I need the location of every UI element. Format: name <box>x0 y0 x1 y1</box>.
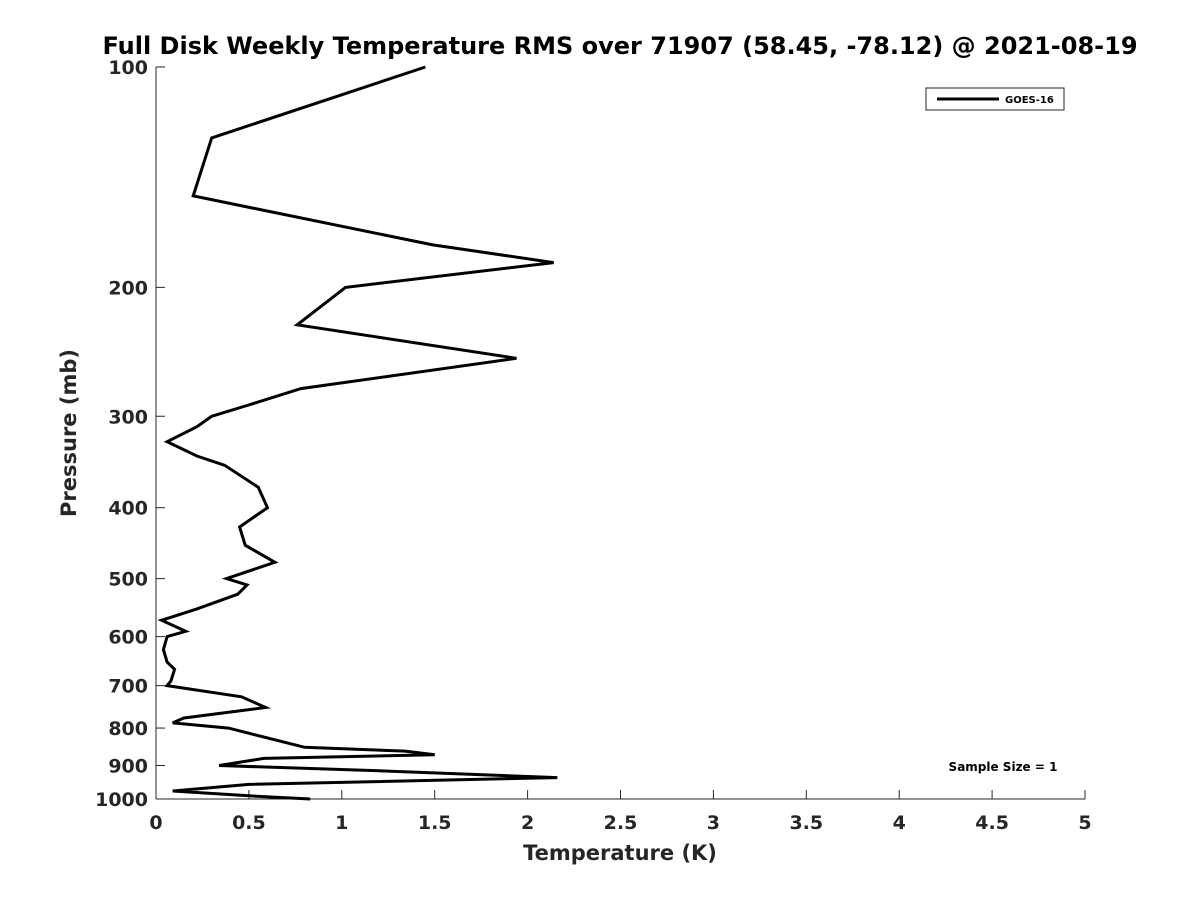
x-tick-label: 4.5 <box>975 812 1009 834</box>
x-tick-label: 3.5 <box>789 812 823 834</box>
series-layer <box>157 65 558 801</box>
x-axis-ticks: 0 0.5 1 1.5 2 2.5 3 3.5 4 4.5 5 <box>149 790 1092 834</box>
y-tick-label: 400 <box>108 498 148 520</box>
sample-size-annotation: Sample Size = 1 <box>949 760 1058 774</box>
chart-title: Full Disk Weekly Temperature RMS over 71… <box>102 32 1137 60</box>
x-tick-label: 2.5 <box>604 812 638 834</box>
x-tick-label: 0.5 <box>232 812 266 834</box>
x-tick-label: 3 <box>707 812 720 834</box>
x-tick-label: 0 <box>149 812 162 834</box>
x-tick-label: 4 <box>893 812 906 834</box>
y-tick-label: 100 <box>108 57 148 79</box>
y-tick-label: 900 <box>108 756 148 778</box>
legend: GOES-16 <box>925 87 1065 111</box>
y-tick-label: 300 <box>108 406 148 428</box>
y-axis-ticks: 100 200 300 400 500 600 700 800 900 1000 <box>95 57 165 811</box>
y-tick-label: 600 <box>108 627 148 649</box>
legend-entry-goes16: GOES-16 <box>1005 95 1054 106</box>
y-axis-label: Pressure (mb) <box>57 349 81 517</box>
x-axis-label: Temperature (K) <box>523 841 717 865</box>
x-tick-label: 5 <box>1078 812 1091 834</box>
y-tick-label: 1000 <box>95 789 148 811</box>
axes <box>155 67 1085 800</box>
x-tick-label: 1 <box>335 812 348 834</box>
y-tick-label: 200 <box>108 277 148 299</box>
series-line-goes-16 <box>157 65 558 801</box>
y-tick-label: 800 <box>108 718 148 740</box>
y-tick-label: 700 <box>108 676 148 698</box>
y-tick-label: 500 <box>108 569 148 591</box>
x-tick-label: 2 <box>521 812 534 834</box>
x-tick-label: 1.5 <box>418 812 452 834</box>
